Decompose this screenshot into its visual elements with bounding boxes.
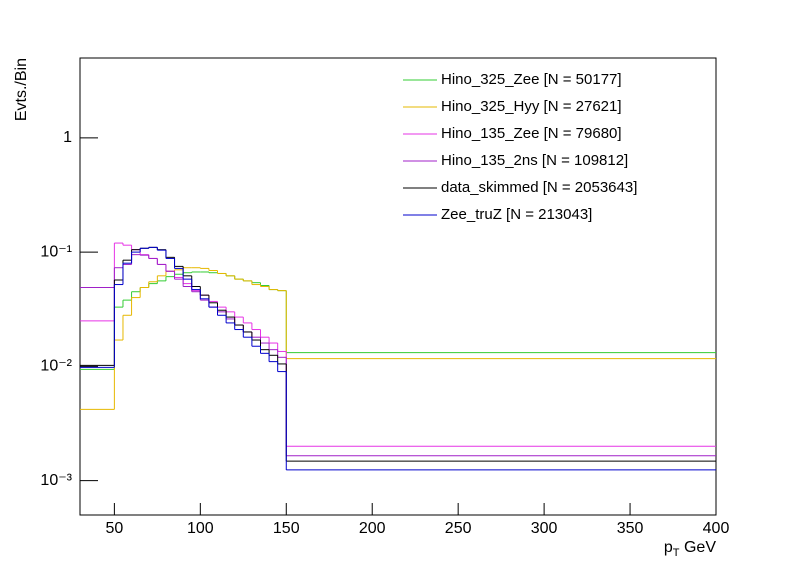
x-tick-label: 400 <box>703 520 730 537</box>
y-tick-label: 10⁻¹ <box>40 243 72 260</box>
legend-label: data_skimmed [N = 2053643] <box>441 179 637 196</box>
x-tick-label: 200 <box>359 520 386 537</box>
x-axis-label: pT GeV <box>664 539 716 559</box>
x-tick-label: 350 <box>617 520 644 537</box>
y-axis-label: Evts./Bin <box>13 58 30 121</box>
x-tick-label: 250 <box>445 520 472 537</box>
x-tick-label: 50 <box>105 520 123 537</box>
x-tick-label: 100 <box>187 520 214 537</box>
legend-label: Hino_135_2ns [N = 109812] <box>441 152 628 169</box>
legend-label: Hino_325_Zee [N = 50177] <box>441 71 622 88</box>
frame <box>79 57 717 516</box>
x-label-main: p <box>664 539 673 556</box>
legend-label: Hino_325_Hyy [N = 27621] <box>441 98 622 115</box>
y-tick-label: 10⁻² <box>40 358 72 375</box>
legend-label: Hino_135_Zee [N = 79680] <box>441 125 622 142</box>
x-label-sub: T <box>673 547 680 559</box>
legend-label: Zee_truZ [N = 213043] <box>441 206 592 223</box>
x-label-unit: GeV <box>680 539 717 556</box>
x-tick-label: 300 <box>531 520 558 537</box>
y-tick-label: 1 <box>63 129 72 146</box>
y-tick-label: 10⁻³ <box>40 472 72 489</box>
x-tick-label: 150 <box>273 520 300 537</box>
